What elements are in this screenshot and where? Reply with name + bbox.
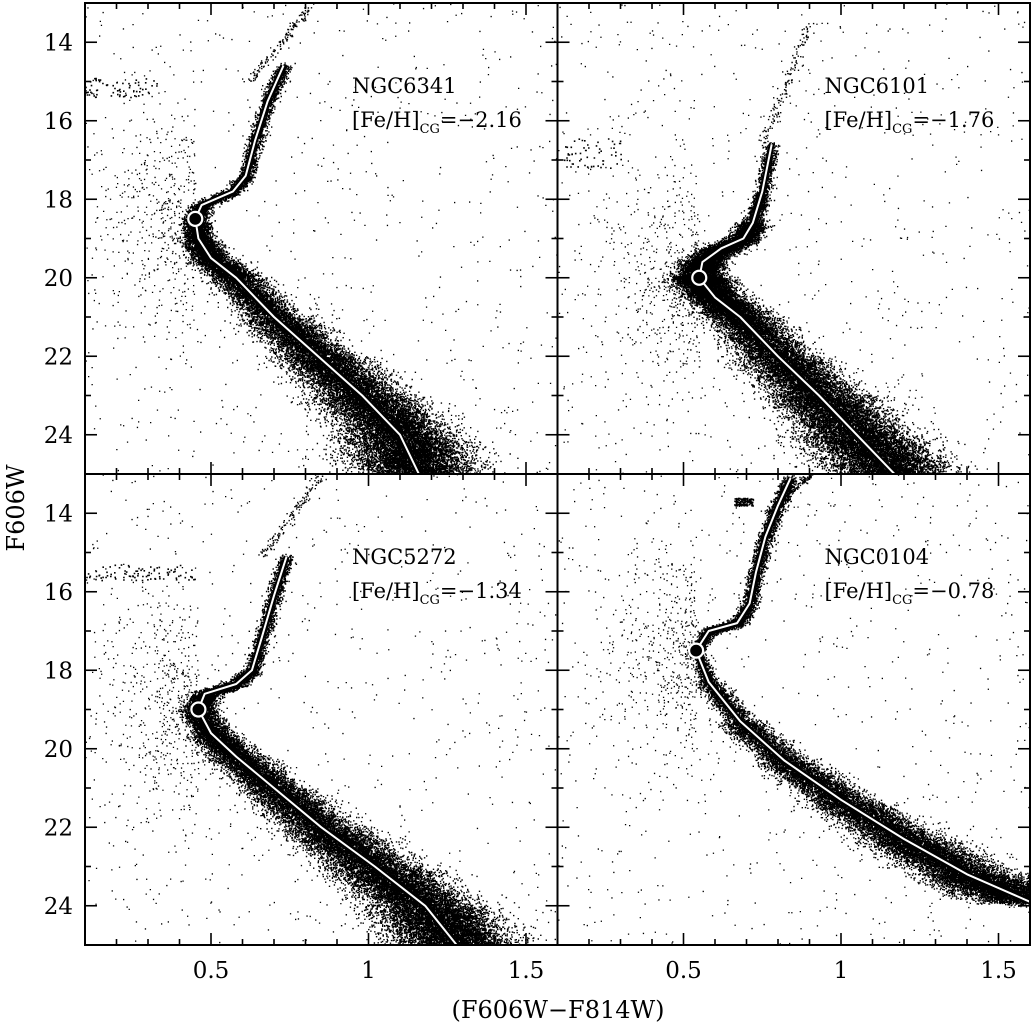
x-tick-label: 0.5 — [193, 958, 230, 984]
panel-ngc6341: 14 16 18 20 22 24 NGC6341 [Fe/H]CG=−2.16 — [44, 3, 559, 480]
y-tick-label: 18 — [44, 187, 73, 213]
y-tick-label: 14 — [44, 30, 73, 56]
metallicity-label: [Fe/H]CG=−2.16 — [352, 108, 522, 137]
x-tick-label: 1 — [834, 958, 849, 984]
panel-ngc6101: NGC6101 [Fe/H]CG=−1.76 — [546, 3, 1032, 480]
y-tick-label: 16 — [44, 109, 73, 135]
y-tick-label: 20 — [44, 266, 73, 292]
cluster-name: NGC6101 — [824, 74, 929, 98]
panel-ngc0104: 0.5 1 1.5 NGC0104 [Fe/H]CG=−0.78 — [549, 473, 1033, 984]
y-tick-label: 18 — [44, 658, 73, 684]
turnoff-marker — [188, 212, 202, 226]
y-tick-label: 16 — [44, 580, 73, 606]
panel-frame — [85, 3, 558, 474]
y-tick-label: 20 — [44, 737, 73, 763]
star-points-ngc6101 — [546, 4, 1032, 480]
x-tick-label: 0.5 — [665, 958, 702, 984]
metallicity-label: [Fe/H]CG=−1.34 — [352, 579, 522, 608]
turnoff-marker — [692, 271, 706, 285]
panel-frame — [85, 474, 558, 945]
turnoff-marker — [191, 703, 205, 717]
cluster-name: NGC0104 — [824, 545, 929, 569]
y-tick-label: 24 — [44, 894, 73, 920]
y-tick-label: 24 — [44, 423, 73, 449]
x-axis-title: (F606W−F814W) — [451, 996, 664, 1024]
star-points — [54, 3, 559, 479]
star-points — [36, 474, 558, 952]
turnoff-marker — [689, 644, 703, 658]
star-points-ngc5272 — [36, 474, 558, 952]
star-points — [546, 4, 1032, 480]
x-tick-label: 1 — [361, 958, 376, 984]
y-tick-label: 22 — [44, 344, 73, 370]
panel-ngc5272: 14 16 18 20 22 24 0.5 1 1.5 NGC5272 [Fe/H]CG=−1.34 — [36, 474, 558, 984]
x-tick-label: 1.5 — [508, 958, 545, 984]
metallicity-label: [Fe/H]CG=−1.76 — [824, 108, 994, 137]
cluster-name: NGC5272 — [352, 545, 457, 569]
axis-ticks — [85, 474, 558, 945]
y-tick-label: 14 — [44, 501, 73, 527]
metallicity-label: [Fe/H]CG=−0.78 — [824, 579, 994, 608]
y-tick-label: 22 — [44, 815, 73, 841]
star-points-ngc6341 — [54, 3, 559, 479]
axis-ticks — [85, 3, 558, 474]
y-axis-title: F606W — [2, 464, 30, 551]
x-tick-label: 1.5 — [980, 958, 1017, 984]
cluster-name: NGC6341 — [352, 74, 457, 98]
